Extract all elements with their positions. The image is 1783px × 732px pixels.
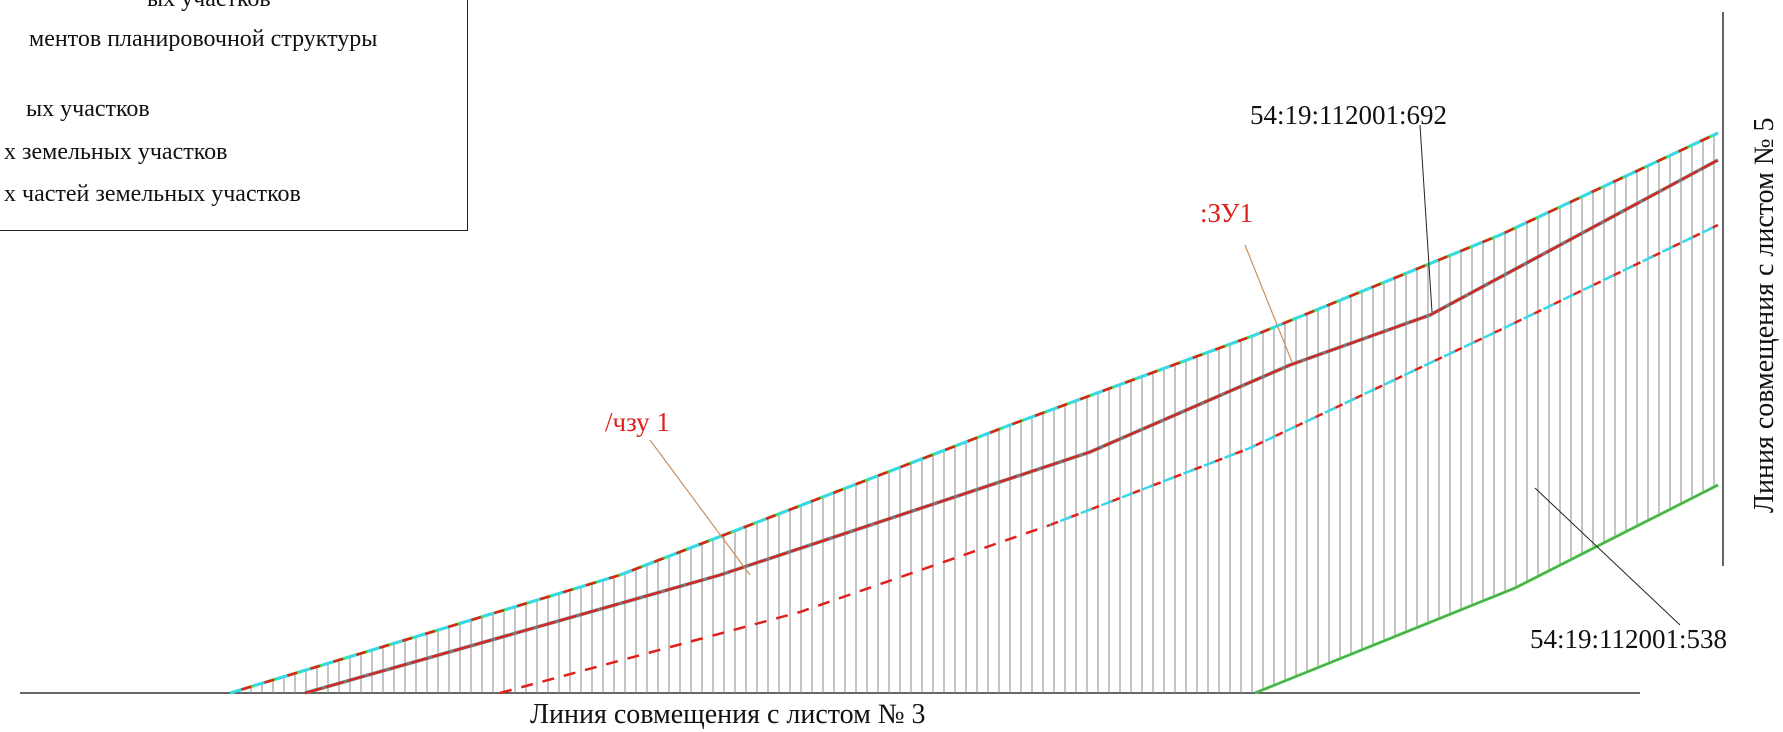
inner-zone-boundary-cyan <box>1049 223 1719 527</box>
upper-boundary-red <box>229 131 1719 695</box>
legend-line-1: ых участков <box>147 0 271 12</box>
hatch-pattern <box>239 134 1715 693</box>
zu1-label: :ЗУ1 <box>1200 198 1253 228</box>
cadastral-number-692-label: 54:19:112001:692 <box>1250 100 1448 130</box>
bottom-match-line-label: Линия совмещения с листом № 3 <box>530 699 926 730</box>
leader-692 <box>1419 124 1433 313</box>
legend-box: ых участков ментов планировочной структу… <box>0 0 468 231</box>
leader-chzu1 <box>649 439 751 576</box>
cadastral-number-538-label: 54:19:112001:538 <box>1530 624 1728 654</box>
zu1-boundary-gray <box>304 158 1719 695</box>
upper-boundary-cyan <box>229 131 1719 695</box>
legend-line-4: х земельных участков <box>4 139 228 165</box>
parcel-538-lower-boundary <box>1254 483 1719 695</box>
legend-line-2: ментов планировочной структуры <box>29 26 378 52</box>
legend-line-3: ых участков <box>26 96 150 122</box>
zu1-boundary-red <box>304 159 1719 694</box>
right-match-line-label: Линия совмещения с листом № 5 <box>1749 117 1780 513</box>
leader-zu1 <box>1244 244 1293 363</box>
legend-line-5: х частей земельных участков <box>4 181 301 207</box>
leader-538 <box>1534 487 1681 626</box>
parcel-538-lower-boundary-core <box>1254 484 1719 694</box>
chzu1-label: /чзу 1 <box>605 407 670 437</box>
